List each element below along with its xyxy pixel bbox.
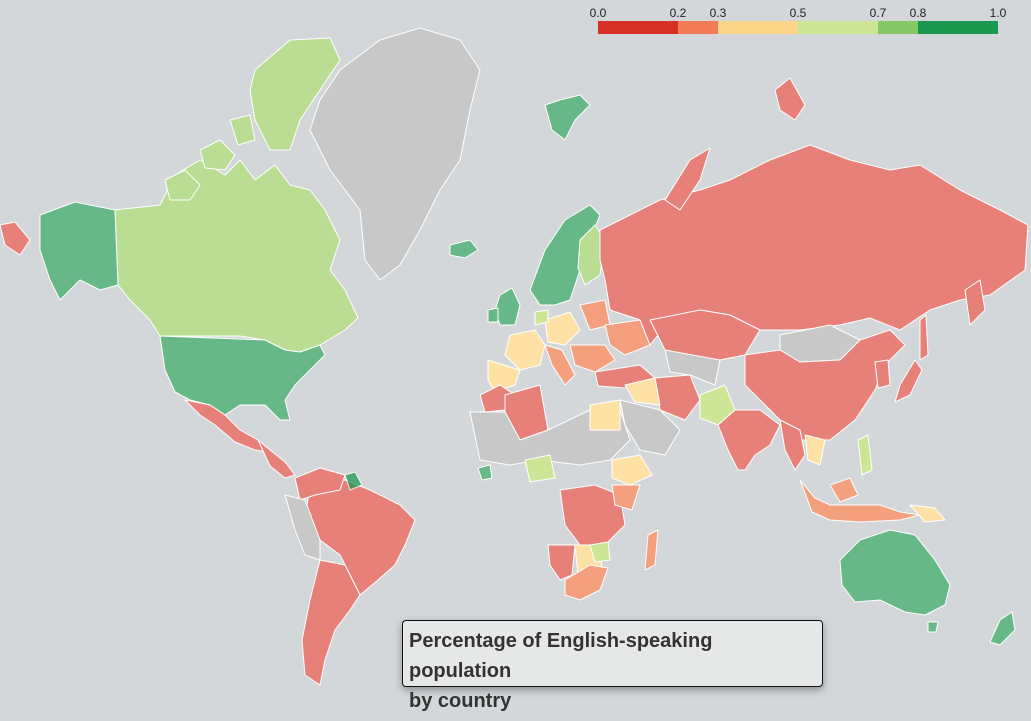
- color-legend: 0.0 0.2 0.3 0.5 0.7 0.8 1.0: [589, 6, 1007, 36]
- legend-tick-label: 0.3: [709, 6, 727, 20]
- legend-tick-label: 0.7: [869, 6, 887, 20]
- country-egypt[interactable]: [589, 399, 621, 431]
- country-usa[interactable]: [159, 335, 326, 421]
- region-far-east-islands[interactable]: [0, 221, 31, 256]
- legend-tick-label: 0.0: [589, 6, 607, 20]
- country-new-zealand[interactable]: [989, 611, 1016, 646]
- country-japan[interactable]: [894, 359, 923, 403]
- country-usa-alaska[interactable]: [39, 201, 119, 301]
- region-canada-arctic[interactable]: [249, 37, 341, 151]
- country-west-africa-coast[interactable]: [477, 464, 493, 481]
- country-italy[interactable]: [544, 344, 576, 386]
- country-russia[interactable]: [599, 144, 1029, 346]
- country-madagascar[interactable]: [644, 529, 659, 571]
- region-novaya-zemlya[interactable]: [664, 147, 711, 211]
- country-germany[interactable]: [544, 311, 581, 346]
- country-vietnam-laos[interactable]: [804, 434, 826, 466]
- country-malaysia-indonesia[interactable]: [799, 479, 921, 523]
- country-angola-namibia[interactable]: [547, 544, 576, 581]
- country-ireland[interactable]: [487, 307, 499, 323]
- country-france[interactable]: [504, 329, 546, 371]
- country-australia[interactable]: [839, 529, 951, 616]
- country-myanmar-thailand[interactable]: [779, 419, 806, 471]
- country-philippines[interactable]: [857, 434, 873, 476]
- legend-tick-label: 0.5: [789, 6, 807, 20]
- legend-bin-1: [678, 21, 718, 34]
- legend-bin-3: [798, 21, 878, 34]
- country-zimbabwe[interactable]: [589, 541, 611, 563]
- country-nigeria[interactable]: [524, 454, 556, 483]
- region-canada-islands[interactable]: [164, 114, 256, 201]
- region-kamchatka-sakhalin[interactable]: [919, 279, 986, 361]
- country-finland[interactable]: [577, 224, 606, 286]
- country-ukraine[interactable]: [604, 319, 651, 356]
- legend-tick-label: 0.2: [669, 6, 687, 20]
- country-canada[interactable]: [114, 159, 359, 353]
- country-india[interactable]: [717, 409, 781, 471]
- country-iraq-syria[interactable]: [624, 377, 661, 406]
- country-iceland[interactable]: [449, 239, 479, 259]
- country-guyana[interactable]: [344, 471, 363, 491]
- legend-bin-2: [718, 21, 798, 34]
- legend-bin-5: [918, 21, 998, 34]
- region-central-america[interactable]: [257, 439, 296, 479]
- map-title-line-1: Percentage of English-speaking populatio…: [409, 630, 713, 682]
- legend-color-bar: [598, 21, 998, 34]
- legend-bin-0: [598, 21, 678, 34]
- map-title-line-2: by country: [409, 690, 512, 712]
- country-ethiopia[interactable]: [611, 454, 653, 486]
- country-korea[interactable]: [874, 359, 891, 389]
- country-central-asia-rest: [664, 349, 721, 386]
- country-greenland: [309, 27, 481, 281]
- legend-tick-label: 0.8: [909, 6, 927, 20]
- map-title-box: Percentage of English-speaking populatio…: [402, 620, 823, 712]
- country-central-africa[interactable]: [559, 484, 626, 546]
- legend-tick-label: 1.0: [989, 6, 1007, 20]
- region-svalbard[interactable]: [544, 94, 591, 141]
- country-netherlands[interactable]: [534, 309, 549, 326]
- country-balkans[interactable]: [569, 344, 616, 373]
- legend-bin-4: [878, 21, 918, 34]
- country-south-africa[interactable]: [564, 564, 609, 601]
- country-argentina-chile[interactable]: [301, 559, 361, 686]
- country-kenya-somalia[interactable]: [611, 484, 641, 511]
- region-chukotka-islands[interactable]: [774, 77, 806, 121]
- country-papua[interactable]: [909, 504, 946, 523]
- country-brazil[interactable]: [304, 479, 416, 596]
- legend-ticks: 0.0 0.2 0.3 0.5 0.7 0.8 1.0: [589, 6, 1007, 20]
- country-tasmania[interactable]: [927, 621, 939, 633]
- country-borneo[interactable]: [829, 477, 859, 503]
- country-uk[interactable]: [494, 287, 521, 326]
